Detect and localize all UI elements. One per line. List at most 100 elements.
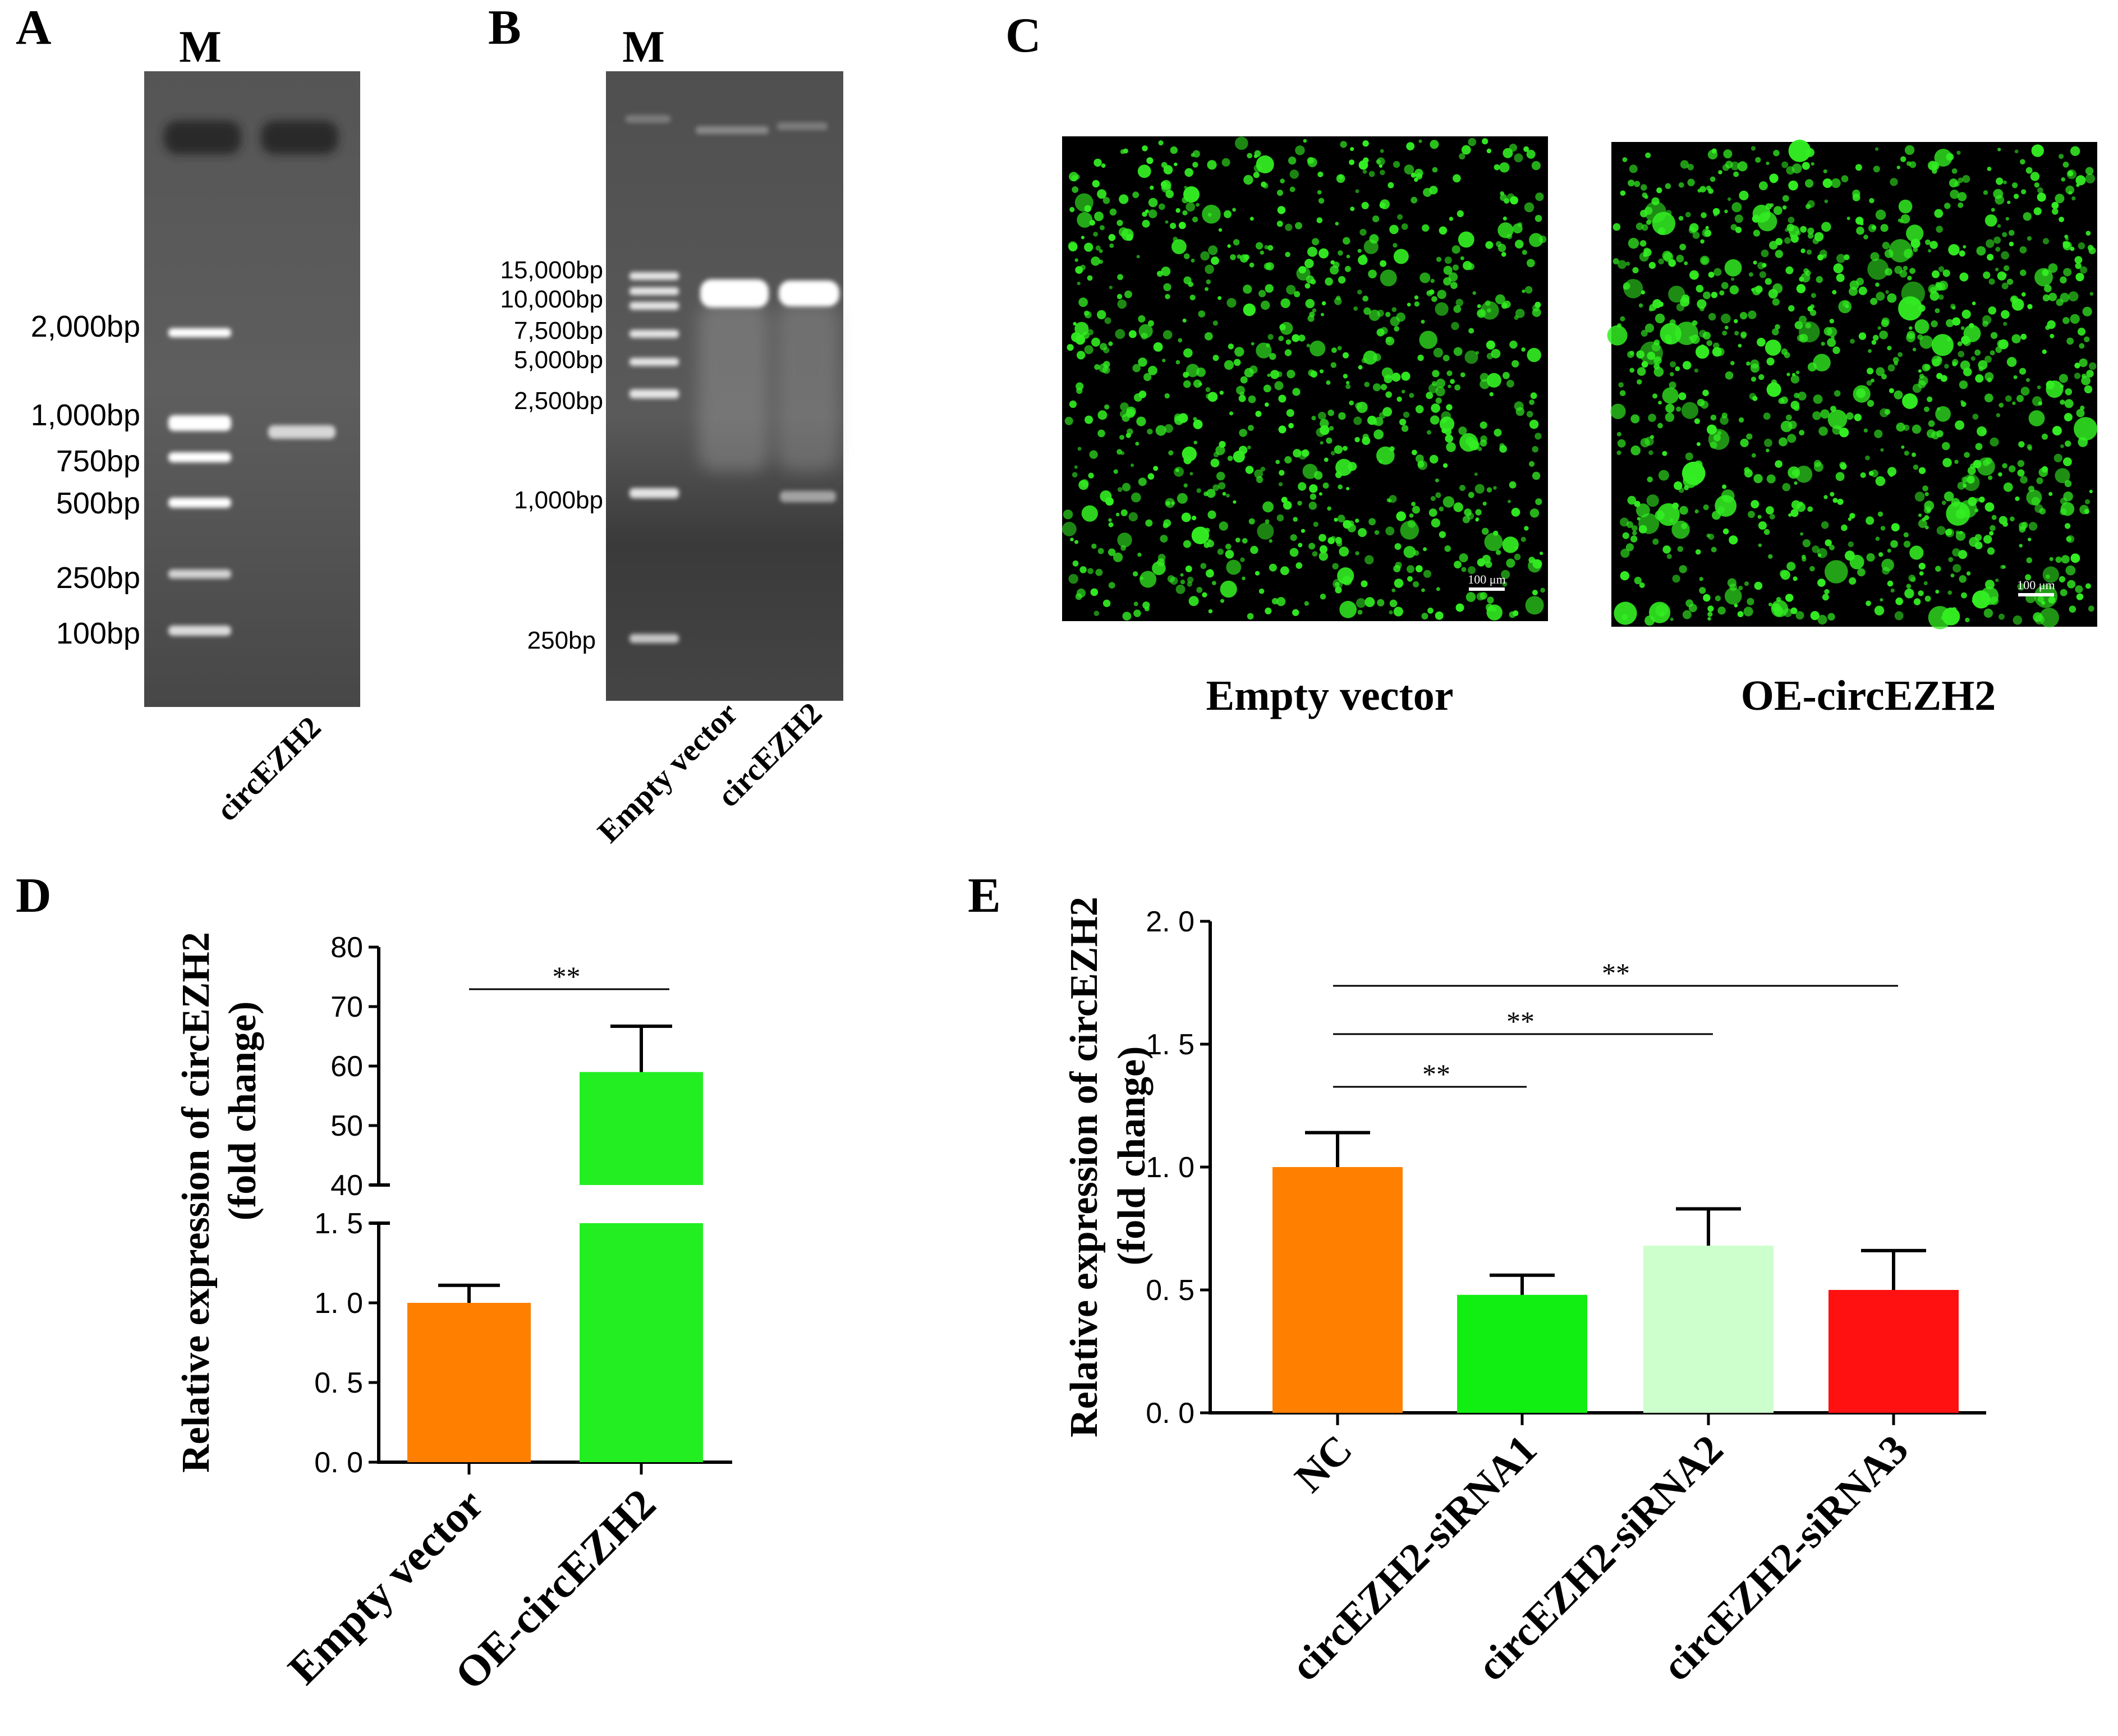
fluorescent-cell bbox=[1655, 604, 1668, 617]
panel-e-chart: E 0. 00. 51. 01. 52. 0NCcircEZH2-siRNA1c… bbox=[968, 869, 1986, 1690]
fluorescent-cell bbox=[1481, 527, 1489, 535]
fluorescent-cell bbox=[1161, 267, 1171, 277]
fluorescent-cell bbox=[1174, 162, 1178, 167]
fluorescent-cell bbox=[1711, 292, 1718, 298]
fluorescent-cell bbox=[2048, 263, 2058, 273]
fluorescent-cell bbox=[1532, 590, 1538, 596]
fluorescent-cell bbox=[1474, 472, 1478, 476]
fluorescent-cell bbox=[1972, 590, 1991, 609]
gel-a-image bbox=[144, 71, 360, 707]
fluorescent-cell bbox=[1269, 563, 1277, 572]
fluorescent-cell bbox=[1255, 411, 1262, 417]
fluorescent-cell bbox=[1369, 234, 1379, 244]
fluorescent-cell bbox=[1744, 467, 1750, 473]
gel-b-ladder-label: 7,500bp bbox=[514, 317, 603, 345]
fluorescent-cell bbox=[1748, 511, 1755, 518]
fluorescent-cell bbox=[1267, 245, 1274, 251]
fluorescent-cell bbox=[1938, 294, 1944, 300]
fluorescent-cell bbox=[1426, 430, 1432, 435]
fluorescent-cell bbox=[1694, 368, 1699, 373]
fluorescent-cell bbox=[1186, 202, 1196, 212]
fluorescent-cell bbox=[1355, 551, 1359, 555]
fluorescent-cell bbox=[1877, 511, 1883, 517]
fluorescent-cell bbox=[1970, 356, 1975, 361]
fluorescent-cell bbox=[1831, 178, 1841, 189]
fluorescent-cell bbox=[1135, 442, 1140, 446]
fluorescent-cell bbox=[1781, 348, 1788, 355]
fluorescent-cell bbox=[1396, 312, 1405, 322]
fluorescent-cell bbox=[1993, 189, 2004, 199]
fluorescent-cell bbox=[1984, 214, 1997, 227]
fluorescent-cell bbox=[1658, 470, 1669, 481]
fluorescent-cell bbox=[1981, 429, 1987, 435]
fluorescent-cell bbox=[1266, 343, 1270, 348]
fluorescent-cell bbox=[1503, 300, 1511, 309]
gel-a-ladder-band bbox=[168, 498, 231, 508]
fluorescent-cell bbox=[1320, 594, 1326, 600]
fluorescent-cell bbox=[1393, 243, 1398, 248]
fluorescent-cell bbox=[2064, 399, 2074, 408]
gel-a-ladder-label: 250bp bbox=[56, 561, 140, 595]
fluorescent-cell bbox=[1978, 497, 1985, 503]
fluorescent-cell bbox=[1895, 598, 1902, 605]
fluorescent-cell bbox=[1958, 177, 1964, 183]
fluorescent-cell bbox=[1612, 258, 1619, 265]
fluorescent-cell bbox=[2036, 477, 2043, 484]
fluorescent-cell bbox=[1662, 451, 1667, 456]
fluorescent-cell bbox=[1963, 474, 1980, 492]
fluorescent-cell bbox=[1527, 259, 1535, 268]
fluorescent-cell bbox=[1403, 546, 1416, 558]
fluorescent-cell bbox=[1717, 506, 1725, 514]
fluorescent-cell bbox=[1212, 484, 1220, 491]
fluorescent-cell bbox=[1363, 350, 1377, 365]
fluorescent-cell bbox=[2027, 304, 2033, 310]
y-tick-label: 0. 0 bbox=[314, 1446, 363, 1479]
fluorescent-cell bbox=[1342, 446, 1348, 451]
fluorescent-cell bbox=[1361, 201, 1369, 209]
fluorescent-cell bbox=[1690, 227, 1694, 231]
fluorescent-cell bbox=[2018, 441, 2025, 448]
fluorescent-cell bbox=[1343, 237, 1350, 245]
fluorescent-cell bbox=[2001, 282, 2009, 290]
fluorescent-cell bbox=[1095, 245, 1101, 251]
fluorescent-cell bbox=[1984, 355, 1992, 363]
fluorescent-cell bbox=[1867, 368, 1874, 375]
fluorescent-cell bbox=[1639, 582, 1645, 588]
fluorescent-cell bbox=[1959, 531, 1963, 535]
fluorescent-cell bbox=[1914, 319, 1929, 334]
fluorescent-cell bbox=[1264, 245, 1269, 250]
fluorescent-cell bbox=[1898, 296, 1923, 321]
fluorescent-cell bbox=[1513, 223, 1523, 234]
fluorescent-cell bbox=[1460, 256, 1464, 260]
fluorescent-cell bbox=[1355, 402, 1362, 410]
fluorescent-cell bbox=[1368, 269, 1377, 279]
fluorescent-cell bbox=[1376, 328, 1385, 337]
fluorescent-cell bbox=[1461, 145, 1471, 155]
fluorescent-cell bbox=[1380, 169, 1385, 176]
fluorescent-cell bbox=[1446, 370, 1453, 376]
fluorescent-cell bbox=[1476, 592, 1485, 601]
fluorescent-cell bbox=[1305, 298, 1315, 309]
fluorescent-cell bbox=[1128, 512, 1138, 522]
fluorescent-cell bbox=[1540, 587, 1546, 593]
fluorescent-cell bbox=[1439, 506, 1444, 512]
fluorescent-cell bbox=[1063, 509, 1073, 520]
fluorescent-cell bbox=[1155, 425, 1166, 436]
fluorescent-cell bbox=[1374, 530, 1380, 535]
fluorescent-cell bbox=[1744, 581, 1749, 586]
fluorescent-cell bbox=[1632, 267, 1639, 274]
fluorescent-cell bbox=[1076, 351, 1086, 360]
fluorescent-cell bbox=[1454, 384, 1461, 391]
fluorescence-image-empty-vector bbox=[1062, 136, 1548, 621]
fluorescent-cell bbox=[1108, 548, 1116, 556]
fluorescent-cell bbox=[1468, 137, 1477, 146]
fluorescent-cell bbox=[1799, 321, 1820, 343]
fluorescent-cell bbox=[2055, 556, 2062, 563]
fluorescent-cell bbox=[1638, 513, 1660, 534]
fluorescent-cell bbox=[1990, 350, 1995, 356]
fluorescent-cell bbox=[2020, 269, 2027, 277]
fluorescent-cell bbox=[1983, 535, 1992, 544]
fluorescent-cell bbox=[1788, 466, 1800, 479]
fluorescent-cell bbox=[1417, 355, 1424, 361]
fluorescent-cell bbox=[1122, 612, 1132, 621]
